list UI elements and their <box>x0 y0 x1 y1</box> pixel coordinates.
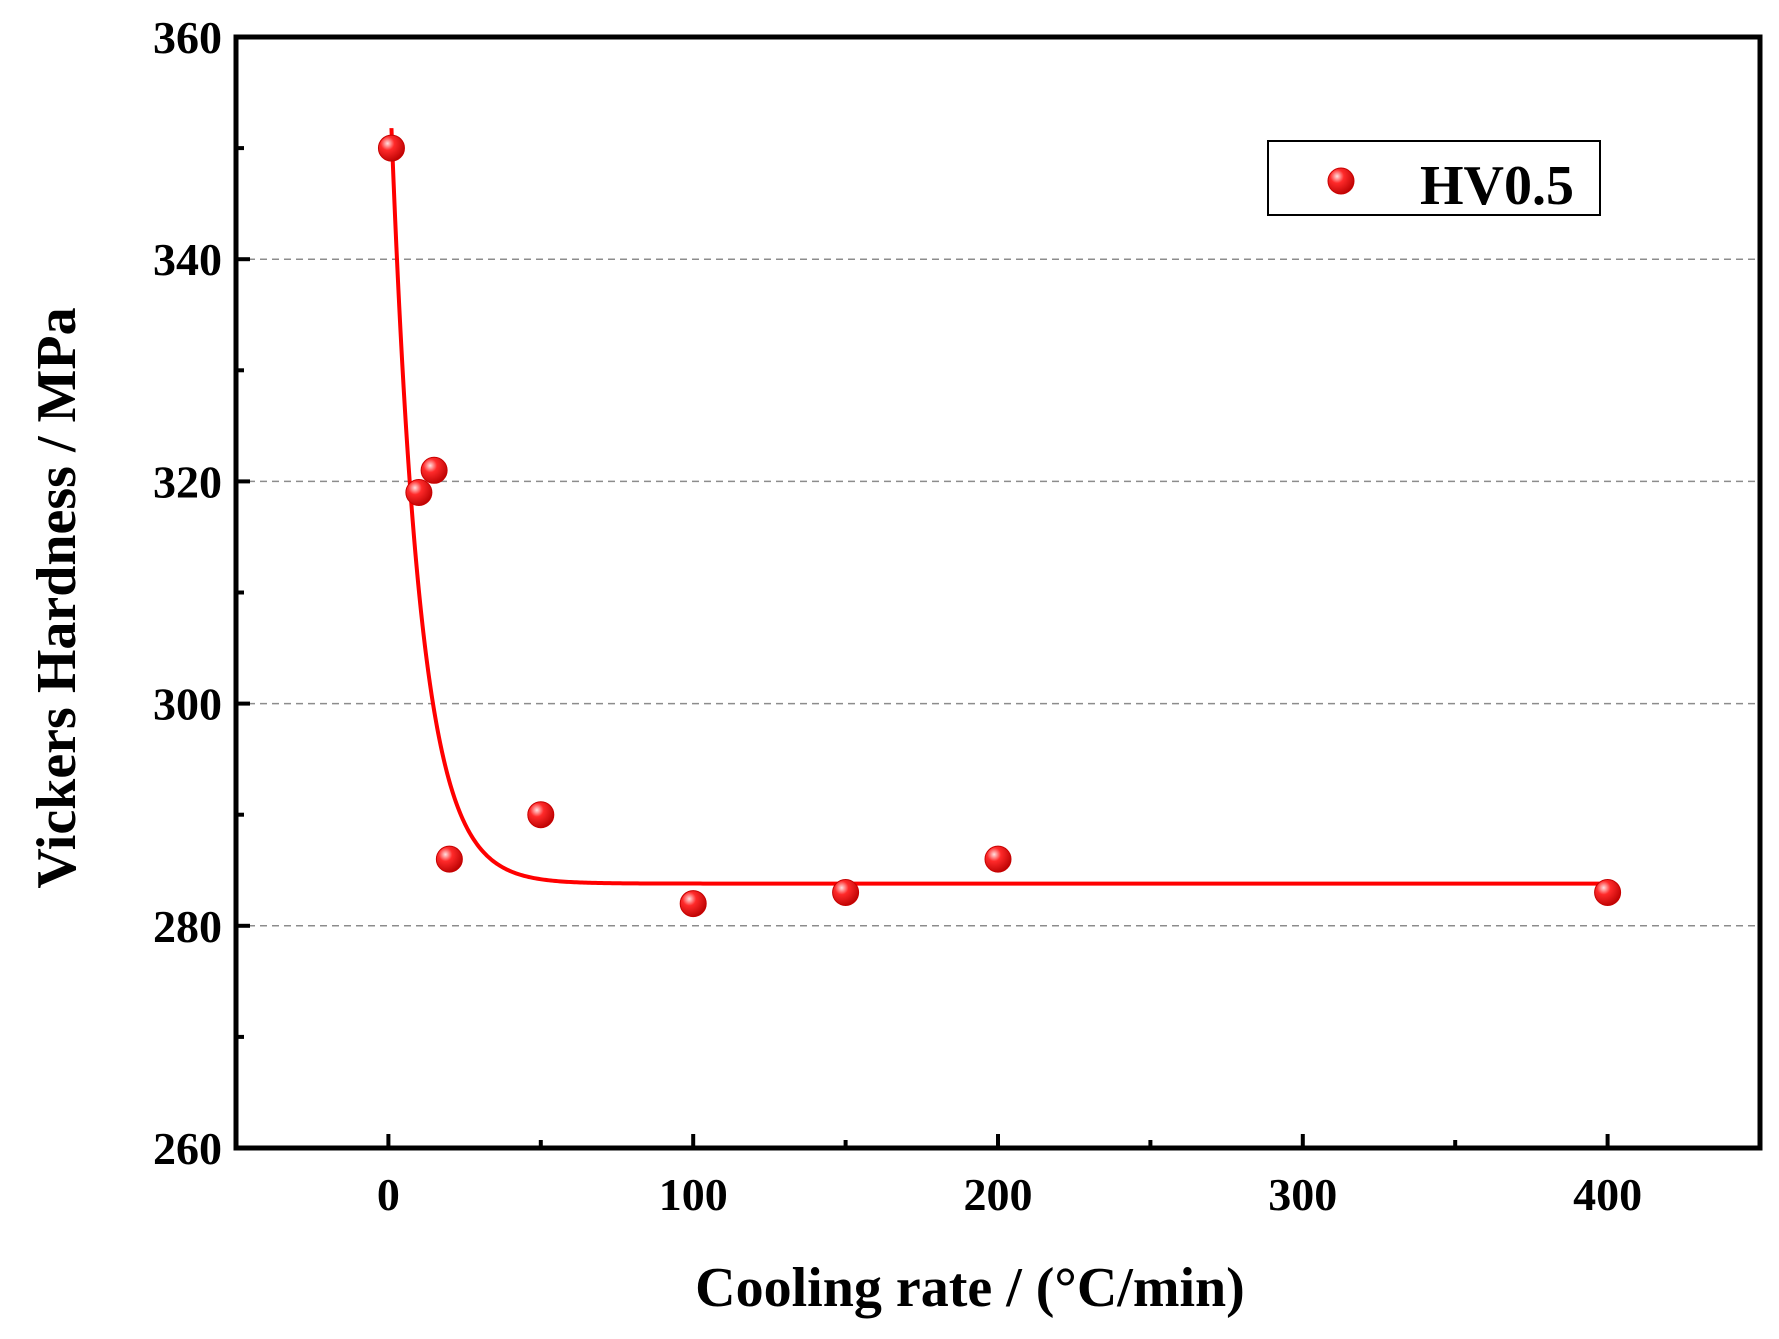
y-tick-label: 360 <box>153 12 222 63</box>
data-point <box>679 890 707 918</box>
legend-marker <box>1327 167 1355 195</box>
x-tick-label: 0 <box>377 1169 400 1220</box>
y-tick-label: 340 <box>153 234 222 285</box>
data-point <box>420 456 448 484</box>
x-axis-title: Cooling rate / (°C/min) <box>695 1257 1245 1319</box>
data-point <box>832 878 860 906</box>
fit-curve-group <box>389 128 1608 886</box>
y-tick-label: 320 <box>153 456 222 507</box>
x-tick-label: 300 <box>1268 1169 1337 1220</box>
axis-ticks <box>236 35 1610 1150</box>
data-point <box>1594 878 1622 906</box>
x-tick-label: 100 <box>659 1169 728 1220</box>
legend-label: HV0.5 <box>1420 155 1574 217</box>
grid-lines <box>236 258 1760 927</box>
y-tick-label: 260 <box>153 1123 222 1174</box>
x-tick-label: 200 <box>964 1169 1033 1220</box>
data-point <box>435 845 463 873</box>
data-point <box>984 845 1012 873</box>
data-points <box>377 134 1622 918</box>
legend-box <box>1267 140 1601 216</box>
fit-curve <box>389 128 1608 886</box>
y-tick-label: 280 <box>153 901 222 952</box>
data-point <box>377 134 405 162</box>
data-point <box>527 801 555 829</box>
y-tick-label: 300 <box>153 679 222 730</box>
data-point <box>405 479 433 507</box>
tick-labels: 0 100 200 300 400 260 280 300 320 340 360 <box>153 12 1642 1220</box>
y-axis-title: Vickers Hardness / MPa <box>26 307 88 888</box>
legend: HV0.5 <box>1267 140 1601 217</box>
x-tick-label: 400 <box>1573 1169 1642 1220</box>
legend-marker-dot <box>1327 167 1355 195</box>
